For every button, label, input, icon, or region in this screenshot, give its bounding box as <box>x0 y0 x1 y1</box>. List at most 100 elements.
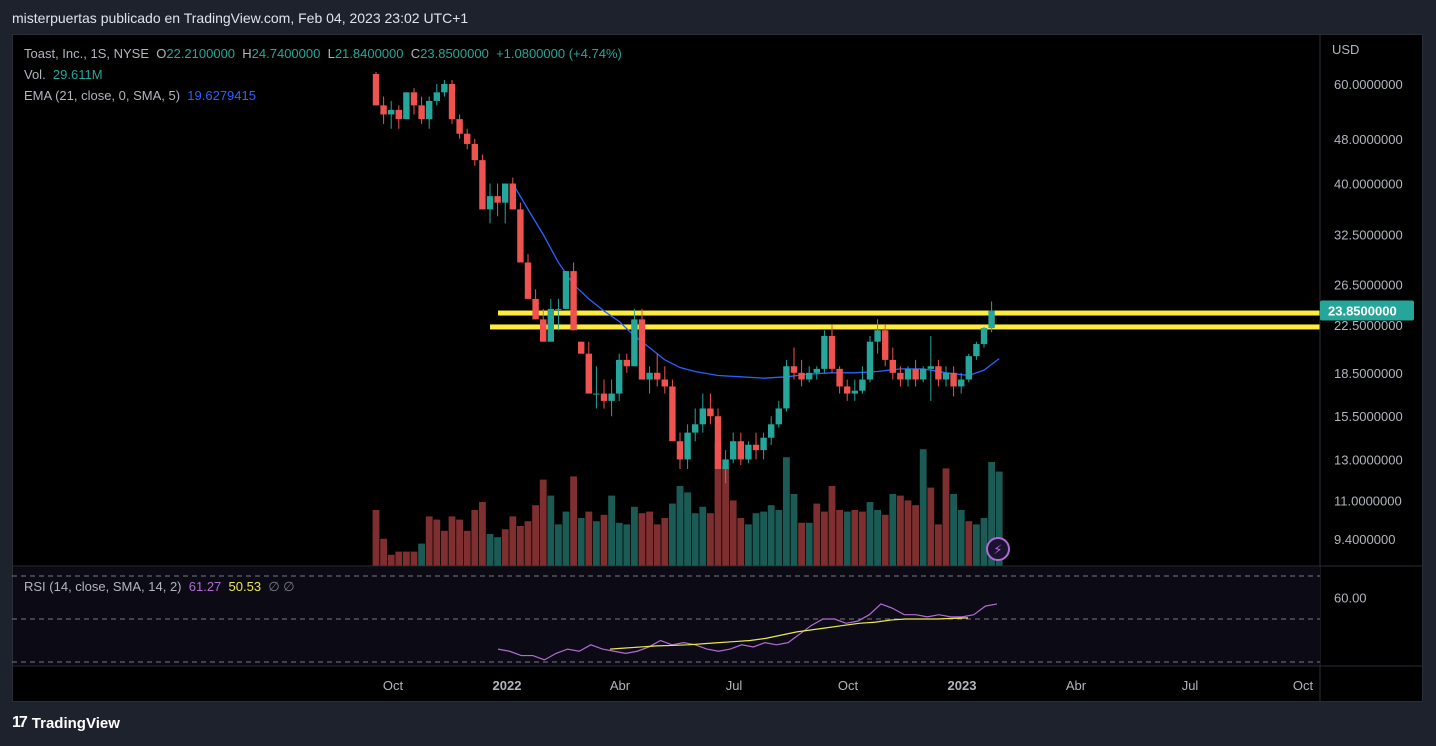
change-value: +1.0800000 (+4.74%) <box>496 46 622 61</box>
candle-body <box>578 341 585 354</box>
candle-body <box>806 372 813 380</box>
rsi-tick-label: 60.00 <box>1334 591 1367 606</box>
volume-bar <box>897 495 904 566</box>
volume-bar <box>577 518 585 566</box>
candle-body <box>486 196 494 210</box>
volume-bar <box>995 471 1003 566</box>
price-tick-label: 48.0000000 <box>1334 132 1403 147</box>
volume-bar <box>775 510 783 566</box>
volume-bar <box>699 506 707 566</box>
candle-body <box>418 105 425 120</box>
candle-body <box>448 84 456 120</box>
volume-bar <box>456 519 463 566</box>
candle-body <box>600 393 608 401</box>
volume-bar <box>608 495 615 566</box>
volume-bar <box>760 511 767 566</box>
candle-body <box>988 310 995 329</box>
volume-bar <box>372 510 380 566</box>
candle-body <box>562 271 570 309</box>
volume-bar <box>919 449 927 566</box>
candle-body <box>433 92 440 101</box>
volume-bar <box>722 466 729 566</box>
volume-bar <box>646 511 653 566</box>
volume-bar <box>562 511 570 566</box>
rsi-label: RSI (14, close, SMA, 14, 2) <box>24 579 182 594</box>
volume-bar <box>501 529 509 566</box>
candle-body <box>532 298 539 320</box>
volume-bar <box>638 513 646 566</box>
candle-body <box>654 372 661 380</box>
candle-body <box>798 372 805 380</box>
candle-body <box>851 390 858 394</box>
time-tick-label: Abr <box>1066 678 1087 693</box>
volume-bar <box>957 510 965 566</box>
lightning-glyph: ⚡ <box>993 543 1002 558</box>
tradingview-logo[interactable]: 17 TradingView <box>12 714 120 732</box>
volume-bar <box>623 524 631 566</box>
candlestick-chart[interactable]: USD 60.0000000 48.0000000 40.0000000 32.5000… <box>12 34 1423 702</box>
time-axis: Oct 2022 Abr Jul Oct 2023 Abr Jul Oct <box>383 678 1314 693</box>
price-tick-label: 18.5000000 <box>1334 366 1403 381</box>
volume-bar <box>798 522 805 566</box>
candle-body <box>714 416 722 470</box>
time-tick-label: Jul <box>1182 678 1199 693</box>
candle-body <box>646 372 653 380</box>
candle-body <box>790 366 798 373</box>
chart-header: misterpuertas publicado en TradingView.c… <box>12 10 469 26</box>
last-price-label: 23.8500000 <box>1328 303 1397 318</box>
rsi-ma-value: 50.53 <box>228 579 262 594</box>
volume-bar <box>524 521 532 566</box>
volume-legend: Vol. 29.611M <box>24 67 103 82</box>
price-axis: USD 60.0000000 48.0000000 40.0000000 32.5000… <box>12 34 1423 702</box>
candle-body <box>372 73 380 106</box>
rsi-background <box>13 567 1320 665</box>
volume-bar <box>874 510 881 566</box>
chart-misc: ⚡ <box>986 537 1010 561</box>
candle-body <box>874 330 881 342</box>
volume-bar <box>729 500 737 566</box>
candle-body <box>464 133 471 144</box>
volume-bar <box>988 462 995 566</box>
price-tick-label: 40.0000000 <box>1334 177 1403 192</box>
volume-bar <box>912 505 919 566</box>
volume-bar <box>494 537 501 566</box>
candle-body <box>388 109 395 115</box>
volume-bar <box>486 534 494 566</box>
resistance-level-upper <box>498 310 1320 316</box>
volume-bar <box>927 487 935 566</box>
candle-body <box>676 441 684 460</box>
candles <box>372 72 995 484</box>
volume-bar <box>555 524 562 566</box>
volume-bar <box>593 521 600 566</box>
volume-bar <box>767 505 775 566</box>
time-tick-label: Oct <box>838 678 859 693</box>
price-tick-label: 9.4000000 <box>1334 532 1395 547</box>
ema-legend: EMA (21, close, 0, SMA, 5) 19.6279415 <box>24 88 256 103</box>
candle-body <box>958 379 965 387</box>
candle-body <box>912 368 919 380</box>
candle-body <box>904 368 912 380</box>
candle-body <box>707 408 714 417</box>
candle-body <box>950 372 957 387</box>
volume-bar <box>441 530 448 566</box>
candle-body <box>426 100 433 120</box>
volume-bar <box>615 522 623 566</box>
volume-bars <box>372 442 1003 566</box>
candle-body <box>882 330 889 360</box>
volume-bar <box>889 494 897 566</box>
price-tick-label: 26.5000000 <box>1334 278 1403 293</box>
candle-body <box>517 209 524 263</box>
volume-bar <box>463 530 471 566</box>
volume-bar <box>973 524 980 566</box>
candle-body <box>441 84 448 93</box>
candle-body <box>730 441 737 460</box>
candle-body <box>471 143 478 161</box>
high-value: 24.7400000 <box>251 46 321 61</box>
volume-bar <box>600 514 608 566</box>
candle-body <box>866 341 874 380</box>
volume-bar <box>881 514 889 566</box>
price-tick-label: 13.0000000 <box>1334 452 1403 467</box>
volume-bar <box>517 526 524 566</box>
volume-bar <box>669 503 676 566</box>
candle-body <box>661 379 668 387</box>
